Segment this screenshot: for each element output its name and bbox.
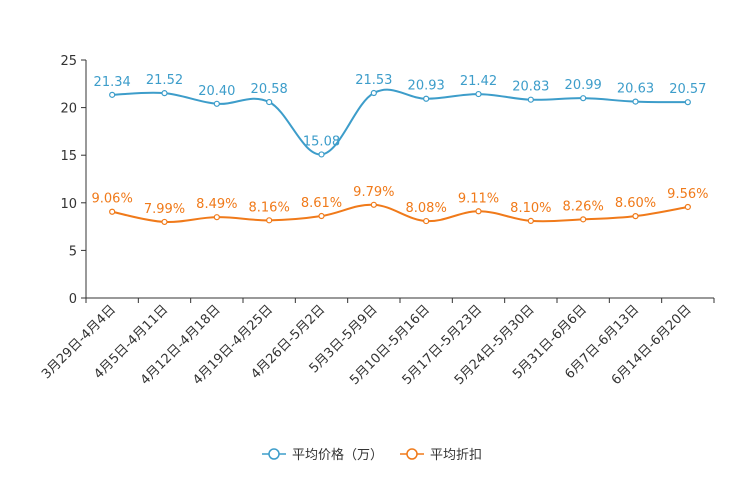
data-label: 20.83: [512, 80, 549, 95]
legend-item-1[interactable]: 平均价格（万）: [262, 447, 383, 463]
data-point[interactable]: [684, 203, 691, 211]
series-layer: 21.34 21.52 20.40 20.58 15.08 21.53 20.93 21.42…: [92, 73, 708, 226]
data-label: 20.63: [617, 82, 654, 97]
data-point[interactable]: [213, 214, 220, 221]
data-point[interactable]: [370, 201, 377, 208]
data-label: 8.61%: [301, 196, 342, 211]
data-label: 21.52: [146, 73, 183, 88]
data-point[interactable]: [161, 90, 168, 97]
y-tick-label: 15: [60, 149, 77, 164]
data-point[interactable]: [109, 91, 116, 98]
data-label: 20.40: [198, 84, 235, 99]
data-label: 8.10%: [510, 201, 551, 216]
data-label: 20.99: [565, 78, 602, 93]
y-tick-label: 25: [60, 54, 77, 69]
series-1: 21.34 21.52 20.40 20.58 15.08 21.53 20.93 21.42…: [94, 73, 706, 158]
y-tick-label: 20: [60, 102, 77, 117]
data-point[interactable]: [266, 98, 273, 106]
data-point[interactable]: [423, 217, 430, 225]
data-point[interactable]: [161, 218, 168, 226]
data-label: 9.79%: [353, 185, 394, 200]
legend-label: 平均价格（万）: [292, 447, 383, 463]
data-label: 8.16%: [249, 200, 290, 215]
data-label: 20.93: [408, 79, 445, 94]
data-point[interactable]: [475, 90, 482, 98]
data-point[interactable]: [318, 151, 325, 158]
legend[interactable]: 平均价格（万） 平均折扣: [262, 447, 482, 463]
data-label: 21.53: [355, 73, 392, 88]
data-point[interactable]: [580, 216, 587, 223]
data-point[interactable]: [684, 99, 691, 106]
data-label: 9.11%: [458, 191, 499, 206]
data-label: 15.08: [303, 134, 340, 149]
data-label: 9.56%: [667, 187, 708, 202]
y-tick-label: 0: [69, 292, 77, 307]
data-point[interactable]: [580, 95, 587, 102]
y-tick-label: 5: [69, 244, 77, 259]
data-point[interactable]: [318, 212, 325, 220]
data-point[interactable]: [370, 89, 377, 97]
data-label: 9.06%: [92, 192, 133, 207]
data-point[interactable]: [213, 100, 220, 107]
data-label: 21.42: [460, 74, 497, 89]
legend-marker-icon: [406, 448, 418, 460]
series-line: [111, 203, 689, 224]
data-label: 8.08%: [406, 201, 447, 216]
y-tick-label: 10: [60, 197, 77, 212]
data-label: 8.26%: [563, 199, 604, 214]
data-point[interactable]: [109, 208, 116, 215]
axes: 05101520253月29日-4月4日4月5日-4月11日4月12日-4月18…: [39, 54, 715, 388]
data-label: 8.60%: [615, 196, 656, 211]
data-point[interactable]: [632, 213, 639, 220]
legend-item-2[interactable]: 平均折扣: [400, 448, 482, 463]
data-point[interactable]: [527, 217, 534, 224]
data-point[interactable]: [475, 208, 482, 215]
data-label: 8.49%: [196, 197, 237, 212]
data-label: 7.99%: [144, 202, 185, 217]
data-point[interactable]: [527, 96, 534, 103]
data-point[interactable]: [632, 98, 639, 105]
legend-label: 平均折扣: [430, 448, 482, 463]
series-2: 9.06% 7.99% 8.49% 8.16% 8.61% 9.79% 8.08% 9.11%…: [92, 185, 708, 226]
data-point[interactable]: [266, 217, 273, 224]
data-label: 20.57: [669, 82, 706, 97]
data-label: 21.34: [94, 75, 131, 90]
series-line: [112, 88, 688, 156]
data-label: 20.58: [251, 82, 288, 97]
data-point[interactable]: [423, 95, 430, 102]
legend-marker-icon: [268, 448, 280, 460]
